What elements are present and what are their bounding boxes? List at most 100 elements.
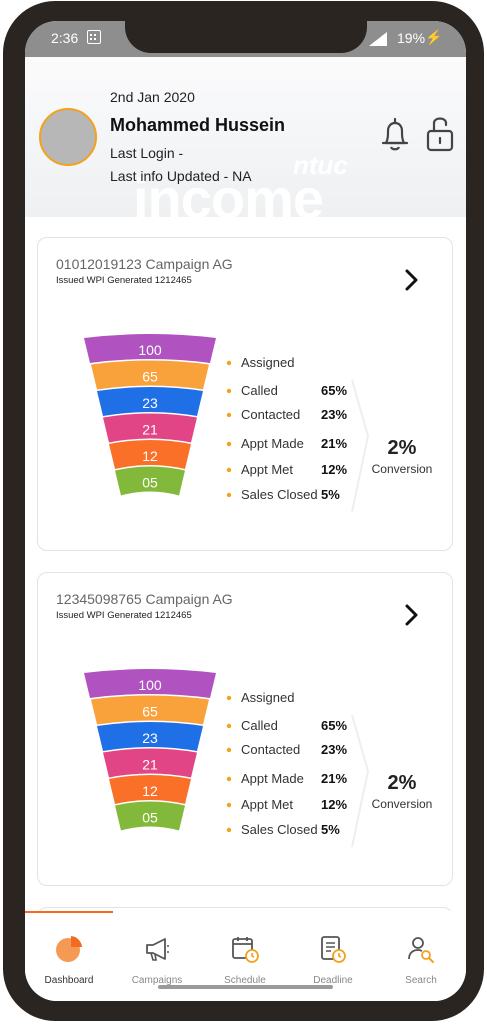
avatar[interactable] <box>39 108 97 166</box>
funnel-value: 05 <box>142 475 158 491</box>
notification-icon <box>87 30 101 44</box>
campaign-title: 01012019123 Campaign AG <box>56 256 233 272</box>
tab-schedule[interactable]: Schedule <box>201 925 289 987</box>
stage-label: Assigned <box>241 690 294 705</box>
stage-percent: 5% <box>321 487 340 502</box>
stage-label: Contacted <box>241 742 300 757</box>
conversion-divider <box>351 714 370 848</box>
stage-bullet <box>226 776 232 782</box>
tab-label: Campaigns <box>131 975 183 986</box>
funnel-value: 65 <box>142 704 158 720</box>
funnel-value: 100 <box>138 342 162 358</box>
stage-bullet <box>226 412 232 418</box>
signal-icon <box>369 32 387 46</box>
watermark-word: income <box>133 167 324 230</box>
funnel-segment <box>115 466 185 496</box>
tab-label: Search <box>405 975 437 986</box>
user-search-icon <box>408 937 434 963</box>
active-tab-indicator <box>25 911 113 913</box>
charging-icon: ⚡ <box>425 29 443 45</box>
tab-dashboard[interactable]: Dashboard <box>25 925 113 987</box>
stage-bullet <box>226 802 232 808</box>
stage-label: Sales Closed <box>241 822 318 837</box>
conversion-label: Conversion <box>372 462 433 476</box>
document-clock-icon <box>321 936 346 963</box>
status-bar: 2:36 19% ⚡ <box>25 21 466 57</box>
stage-bullet <box>226 723 232 729</box>
funnel-segment <box>115 801 185 831</box>
funnel-value: 21 <box>142 422 158 438</box>
pie-chart-icon <box>56 936 82 962</box>
watermark-brand: ntuc <box>293 150 348 180</box>
stage-bullet <box>226 747 232 753</box>
funnel-segment <box>97 387 203 416</box>
funnel-value: 21 <box>142 757 158 773</box>
status-time: 2:36 <box>51 30 79 46</box>
bell-icon[interactable] <box>379 115 411 155</box>
profile-header: ntuc income 2nd Jan 2020 Mohammed Hussei… <box>25 57 466 227</box>
funnel-value: 05 <box>142 810 158 826</box>
conversion-value: 2% <box>388 437 417 459</box>
stage-label: Appt Met <box>241 797 293 812</box>
calendar-clock-icon <box>232 937 259 963</box>
campaign-card[interactable]: 01012019123 Campaign AG Issued WPI Gener… <box>37 237 453 551</box>
chevron-right-icon[interactable] <box>402 603 422 627</box>
campaign-subtitle: Issued WPI Generated 1212465 <box>56 610 192 621</box>
funnel-value: 65 <box>142 369 158 385</box>
tab-label: Deadline <box>313 975 353 986</box>
stage-bullet <box>226 467 232 473</box>
stage-bullet <box>226 492 232 498</box>
stage-percent: 23% <box>321 407 347 422</box>
stage-label: Appt Made <box>241 436 304 451</box>
stage-label: Contacted <box>241 407 300 422</box>
stage-bullet <box>226 827 232 833</box>
funnel-segment <box>84 669 216 698</box>
device-frame: 2:36 19% ⚡ ntuc income 2nd Jan 2020 Moha… <box>3 1 484 1021</box>
stage-label: Appt Made <box>241 771 304 786</box>
funnel-value: 23 <box>142 730 158 746</box>
stage-percent: 65% <box>321 718 347 733</box>
funnel-value: 23 <box>142 395 158 411</box>
funnel-segment <box>97 722 203 751</box>
funnel-value: 12 <box>142 448 158 464</box>
user-name: Mohammed Hussein <box>110 115 286 135</box>
stage-bullet <box>226 441 232 447</box>
stage-bullet <box>226 388 232 394</box>
stage-percent: 65% <box>321 383 347 398</box>
megaphone-icon <box>146 938 169 961</box>
funnel-segment <box>91 360 209 390</box>
funnel-segment <box>103 748 197 778</box>
camera-notch <box>125 21 367 53</box>
tab-campaigns[interactable]: Campaigns <box>113 925 201 987</box>
campaign-subtitle: Issued WPI Generated 1212465 <box>56 275 192 286</box>
campaign-card[interactable]: 12345098765 Campaign AG Issued WPI Gener… <box>37 572 453 886</box>
stage-label: Called <box>241 718 278 733</box>
stage-bullet <box>226 695 232 701</box>
header-date: 2nd Jan 2020 <box>110 89 195 105</box>
funnel-segment <box>103 413 197 443</box>
stage-percent: 12% <box>321 797 347 812</box>
stage-percent: 21% <box>321 436 347 451</box>
stage-percent: 23% <box>321 742 347 757</box>
stage-percent: 12% <box>321 462 347 477</box>
last-login: Last Login - <box>110 145 184 161</box>
app-screen: 2:36 19% ⚡ ntuc income 2nd Jan 2020 Moha… <box>25 21 466 1001</box>
tab-label: Dashboard <box>44 975 94 986</box>
tab-search[interactable]: Search <box>377 925 465 987</box>
stage-label: Appt Met <box>241 462 293 477</box>
stage-bullet <box>226 360 232 366</box>
funnel-segment <box>84 334 216 363</box>
conversion-divider <box>351 379 370 513</box>
battery-level: 19% <box>397 30 426 46</box>
last-updated: Last info Updated - NA <box>110 168 252 184</box>
funnel-segment <box>109 775 191 804</box>
campaign-title: 12345098765 Campaign AG <box>56 591 233 607</box>
funnel-chart: 100 Assigned 65 Called 65% 23 Contacted 23% 21 Ap… <box>84 334 433 513</box>
lock-icon[interactable] <box>424 113 456 153</box>
chevron-right-icon[interactable] <box>402 268 422 292</box>
funnel-value: 12 <box>142 783 158 799</box>
stage-label: Sales Closed <box>241 487 318 502</box>
tab-deadline[interactable]: Deadline <box>289 925 377 987</box>
funnel-segment <box>91 695 209 725</box>
home-indicator[interactable] <box>158 985 333 989</box>
